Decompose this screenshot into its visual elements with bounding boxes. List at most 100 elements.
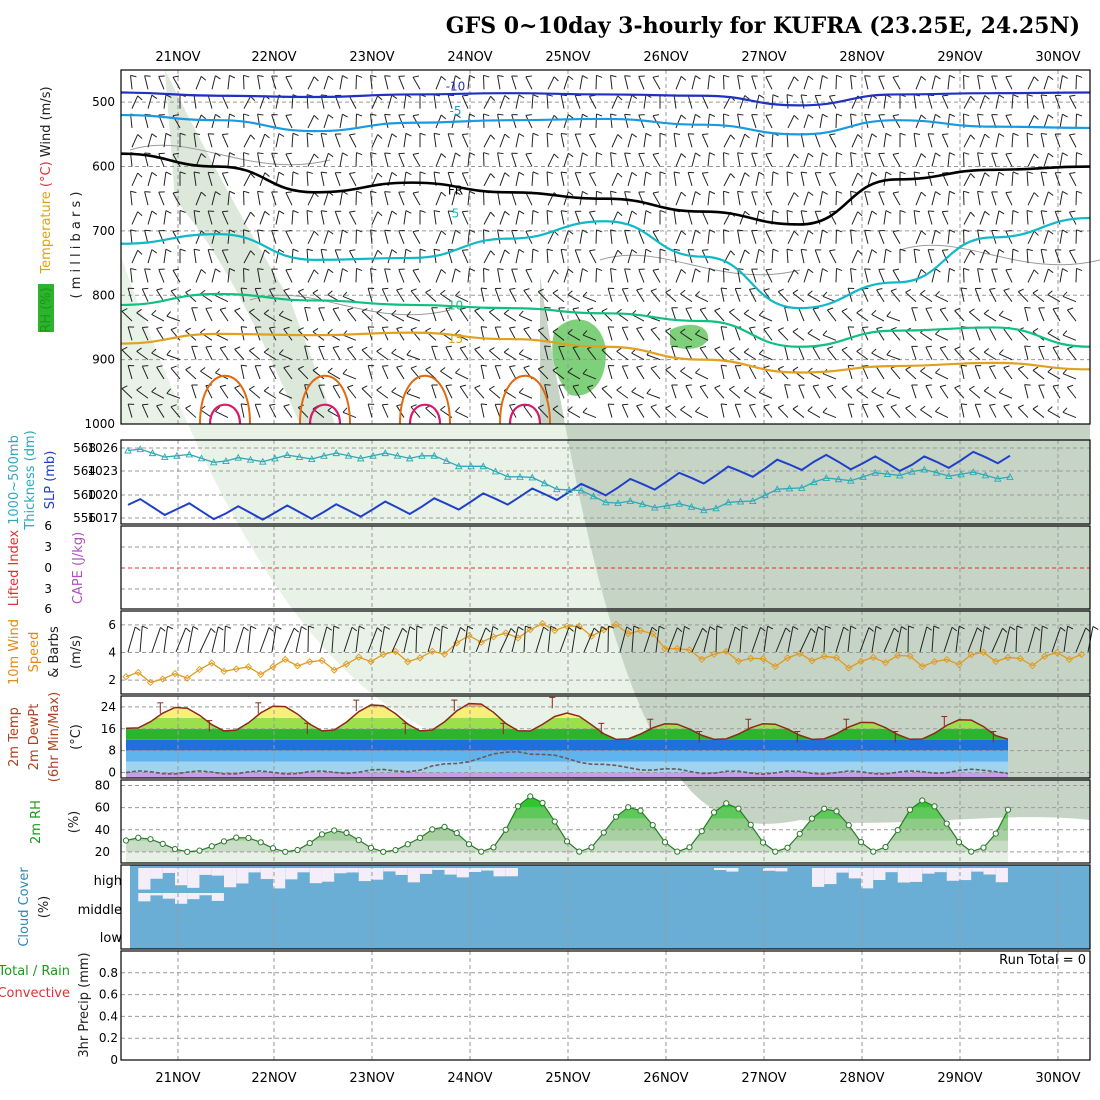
wind-barb <box>451 268 456 283</box>
wind-barb-flag <box>596 152 603 156</box>
wind-barb <box>991 268 997 283</box>
wind-barb <box>941 95 949 109</box>
wind-barb <box>627 249 633 264</box>
wind-barb <box>211 75 216 90</box>
wind-barb <box>234 348 245 360</box>
wind-barb <box>1059 75 1063 90</box>
wind-barb <box>915 191 922 206</box>
wind-barb-flag <box>455 268 461 273</box>
wind-speed-marker <box>979 648 988 657</box>
wind-barb-flag <box>405 132 412 137</box>
wind-barb <box>259 211 266 225</box>
wind-barb-flag <box>1034 626 1041 631</box>
wind-barb-flag <box>130 267 137 271</box>
wind-barb-flag <box>250 250 256 256</box>
wind-barb-flag <box>744 172 750 177</box>
thickness-marker <box>834 475 843 483</box>
wind-barb <box>499 133 506 148</box>
wind-barb <box>259 95 266 109</box>
wind-barb-flag <box>763 288 770 291</box>
wind-barb <box>425 369 437 380</box>
wind-barb <box>318 307 325 322</box>
wind-speed-marker <box>832 654 841 662</box>
thickness-marker <box>160 453 169 461</box>
wind-barb-flag <box>136 308 142 314</box>
wind-barb <box>494 288 501 302</box>
wind-barb-flag <box>370 190 377 194</box>
wind-barb <box>931 230 936 244</box>
wind-barb-flag <box>455 368 461 374</box>
wind-barb-flag <box>695 113 701 119</box>
wind-barb <box>636 366 645 380</box>
wind-barb <box>920 293 933 303</box>
wind-barb <box>812 347 821 360</box>
wind-barb-flag <box>836 190 843 194</box>
wind-barb <box>497 75 501 90</box>
wind-barb <box>643 627 653 653</box>
wind-barb-flag <box>485 627 491 633</box>
date-label-top: 23NOV <box>349 50 394 65</box>
wind-barb-flag <box>278 310 284 316</box>
wind-barb <box>572 385 581 399</box>
wind-barb <box>257 152 261 167</box>
wind-barb <box>412 270 421 283</box>
wind-barb <box>643 210 647 225</box>
wind-barb <box>777 407 789 418</box>
wind-barb <box>271 75 277 90</box>
wind-barb <box>621 327 629 341</box>
wind-barb-flag <box>347 384 354 388</box>
wind-barb-flag <box>765 152 772 155</box>
thickness-marker <box>479 462 488 470</box>
cloud-high-cell <box>211 868 224 876</box>
wind-barb <box>447 133 453 148</box>
wind-barb-flag <box>822 407 828 413</box>
wind-barb-flag <box>857 211 863 217</box>
rh-marker <box>367 844 375 851</box>
wind-barb-flag <box>651 626 658 632</box>
wind-barb <box>905 407 917 418</box>
wind-barb-flag <box>723 190 730 194</box>
wind-barb-flag <box>200 75 207 81</box>
axis-title-part: ( m i l l i b a r s ) <box>69 192 84 299</box>
wind-barb-flag <box>283 288 290 291</box>
wind-barb <box>515 210 520 225</box>
wind-barb <box>890 406 901 418</box>
wind-barb <box>616 389 629 399</box>
wind-barb <box>988 366 997 380</box>
wind-barb-flag <box>185 288 192 293</box>
wind-barb-flag <box>144 113 151 116</box>
wind-barb <box>398 153 405 167</box>
wind-barb-flag <box>455 229 461 234</box>
wind-barb <box>963 173 972 187</box>
wind-barb-flag <box>822 113 828 118</box>
wind-barb <box>631 626 635 653</box>
wind-barb <box>607 288 613 302</box>
wind-barb <box>1068 134 1077 148</box>
wind-barb-flag <box>523 326 530 330</box>
wind-barb <box>483 250 492 264</box>
wind-barb <box>158 76 165 90</box>
wind-barb-flag <box>652 114 659 117</box>
cloud-high-cell <box>481 868 494 871</box>
wind-barb-flag <box>312 328 319 333</box>
wind-barb-flag <box>763 326 770 330</box>
wind-speed-marker <box>244 663 253 671</box>
thickness-marker <box>993 474 1002 482</box>
wind-barb-flag <box>481 326 488 328</box>
rh-marker <box>514 803 522 810</box>
wind-barb <box>376 312 389 322</box>
wind-barb <box>947 191 950 206</box>
wind-barb-flag <box>665 327 672 332</box>
wind-barb-flag <box>989 403 996 406</box>
wind-speed-marker <box>857 657 865 666</box>
wind-barb-flag <box>1062 330 1068 336</box>
wind-barb <box>285 192 293 206</box>
isotherm-FR <box>120 152 1091 226</box>
wind-barb <box>927 95 933 109</box>
axis-title: (°C) <box>69 724 84 750</box>
wind-barb <box>574 211 581 225</box>
wind-barb <box>803 230 809 244</box>
wind-barb <box>193 171 197 186</box>
wind-barb <box>195 76 202 90</box>
wind-barb <box>537 368 549 380</box>
